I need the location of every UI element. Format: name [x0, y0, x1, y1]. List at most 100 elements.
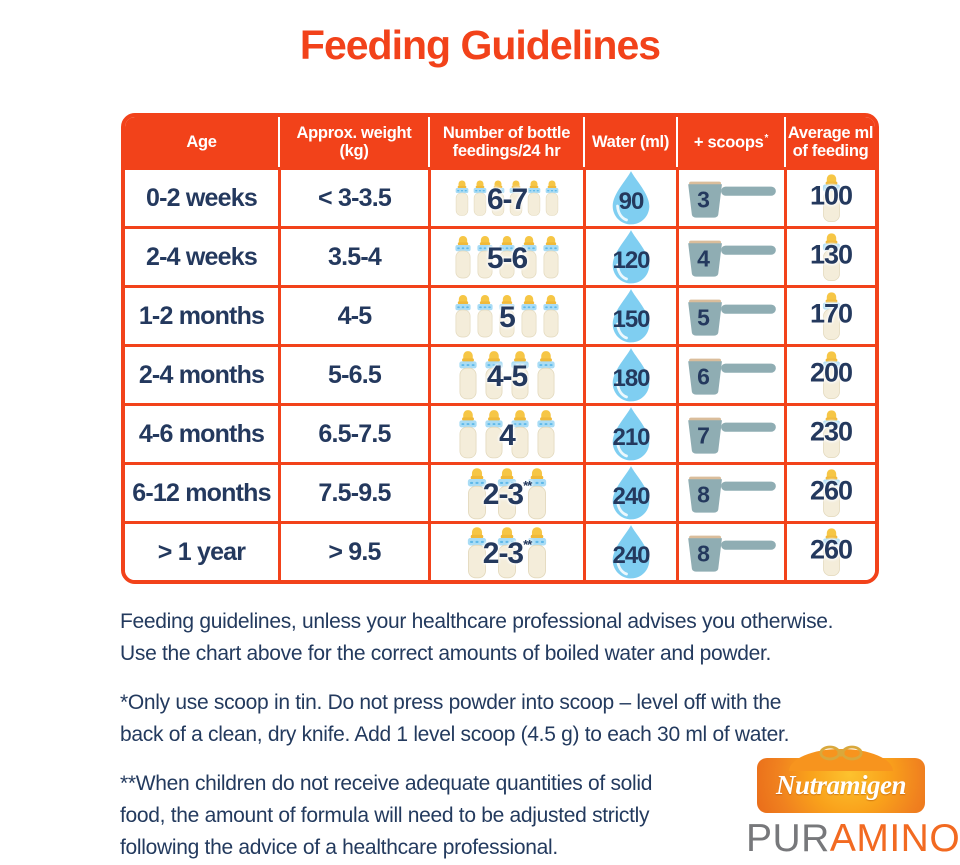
weight-value: < 3-3.5 — [318, 183, 392, 212]
scoops-value: 7 — [697, 422, 710, 449]
age-cell: 6-12 months — [125, 465, 278, 521]
scoops-value: 8 — [697, 481, 710, 508]
water-cell: 180 — [583, 347, 676, 403]
weight-cell: 5-6.5 — [278, 347, 428, 403]
age-value: 0-2 weeks — [146, 183, 258, 212]
brand-section: Nutramigen PURAMINO® — [746, 745, 960, 861]
weight-cell: 6.5-7.5 — [278, 406, 428, 462]
water-value: 90 — [618, 188, 645, 216]
logo-hump — [789, 749, 893, 771]
weight-value: 6.5-7.5 — [318, 419, 391, 448]
age-cell: 2-4 weeks — [125, 229, 278, 285]
scoops-cell: 8 — [676, 465, 784, 521]
nutramigen-logo: Nutramigen — [757, 745, 925, 813]
water-value: 150 — [612, 306, 650, 334]
bottle-icon — [532, 350, 560, 400]
table-row: 0-2 weeks < 3-3.5 6-7 90 3 — [125, 167, 875, 226]
water-cell: 210 — [583, 406, 676, 462]
water-cell: 240 — [583, 524, 676, 580]
bottle-icon — [454, 350, 482, 400]
nutramigen-wordmark: Nutramigen — [775, 770, 907, 800]
puramino-wordmark: PURAMINO® — [746, 817, 960, 860]
bottle-icon — [451, 293, 475, 339]
scoops-cell: 7 — [676, 406, 784, 462]
feedings-count: 4 — [499, 419, 516, 453]
table-row: > 1 year > 9.5 2-3** 240 8 — [125, 521, 875, 580]
average-value: 260 — [809, 475, 853, 506]
age-value: 1-2 months — [138, 301, 265, 330]
feedings-count: 4-5 — [486, 360, 528, 394]
note-general: Feeding guidelines, unless your healthca… — [120, 610, 834, 665]
feedings-cell: 4-5 — [428, 347, 583, 403]
average-cell: 260 — [784, 465, 875, 521]
bottle-icon — [539, 293, 563, 339]
scoops-cell: 4 — [676, 229, 784, 285]
age-value: 2-4 weeks — [146, 242, 258, 271]
age-value: 6-12 months — [132, 478, 271, 507]
water-value: 240 — [612, 542, 650, 570]
table-row: 6-12 months 7.5-9.5 2-3** 240 8 — [125, 462, 875, 521]
water-cell: 240 — [583, 465, 676, 521]
water-value: 120 — [612, 247, 650, 275]
feedings-cell: 6-7 — [428, 170, 583, 226]
scoops-cell: 5 — [676, 288, 784, 344]
weight-cell: 4-5 — [278, 288, 428, 344]
age-cell: 0-2 weeks — [125, 170, 278, 226]
weight-value: 4-5 — [337, 301, 373, 330]
feedings-count: 5-6 — [486, 242, 528, 276]
feedings-count: 2-3** — [482, 478, 533, 512]
note-scoop: *Only use scoop in tin. Do not press pow… — [120, 691, 790, 746]
scoops-cell: 8 — [676, 524, 784, 580]
scoops-value: 4 — [697, 245, 710, 272]
average-cell: 170 — [784, 288, 875, 344]
col-header-weight: Approx. weight (kg) — [278, 117, 428, 167]
age-cell: 2-4 months — [125, 347, 278, 403]
col-header-average: Average ml of feeding — [784, 117, 875, 167]
average-cell: 200 — [784, 347, 875, 403]
average-cell: 260 — [784, 524, 875, 580]
bottle-icon — [454, 409, 482, 459]
table-row: 2-4 months 5-6.5 4-5 180 6 — [125, 344, 875, 403]
weight-cell: 3.5-4 — [278, 229, 428, 285]
average-value: 130 — [809, 239, 853, 270]
water-cell: 120 — [583, 229, 676, 285]
average-value: 100 — [809, 180, 853, 211]
average-value: 230 — [809, 416, 853, 447]
scoops-cell: 3 — [676, 170, 784, 226]
note-solid-food: **When children do not receive adequate … — [120, 772, 653, 859]
weight-value: > 9.5 — [328, 537, 381, 566]
scoops-value: 3 — [697, 186, 710, 213]
weight-cell: > 9.5 — [278, 524, 428, 580]
average-value: 200 — [809, 357, 853, 388]
age-cell: 4-6 months — [125, 406, 278, 462]
age-value: 4-6 months — [138, 419, 265, 448]
col-header-scoops: + scoops* — [676, 117, 784, 167]
feedings-cell: 5 — [428, 288, 583, 344]
col-header-water: Water (ml) — [583, 117, 676, 167]
average-value: 260 — [809, 534, 853, 565]
average-cell: 230 — [784, 406, 875, 462]
bottle-icon — [473, 293, 497, 339]
water-value: 240 — [612, 483, 650, 511]
table-body: 0-2 weeks < 3-3.5 6-7 90 3 — [125, 167, 875, 580]
weight-cell: < 3-3.5 — [278, 170, 428, 226]
scoops-value: 8 — [697, 540, 710, 567]
water-value: 180 — [612, 365, 650, 393]
bottle-icon — [517, 293, 541, 339]
bottle-icon — [452, 177, 472, 219]
age-cell: 1-2 months — [125, 288, 278, 344]
table-row: 1-2 months 4-5 5 150 5 — [125, 285, 875, 344]
average-cell: 100 — [784, 170, 875, 226]
age-value: 2-4 months — [138, 360, 265, 389]
feedings-count: 5 — [499, 301, 516, 335]
feeding-table: Age Approx. weight (kg) Number of bottle… — [121, 113, 879, 584]
page-title: Feeding Guidelines — [299, 22, 661, 68]
water-cell: 90 — [583, 170, 676, 226]
feedings-cell: 5-6 — [428, 229, 583, 285]
water-cell: 150 — [583, 288, 676, 344]
weight-value: 3.5-4 — [328, 242, 382, 271]
water-value: 210 — [612, 424, 650, 452]
bottle-icon — [532, 409, 560, 459]
scoops-cell: 6 — [676, 347, 784, 403]
average-cell: 130 — [784, 229, 875, 285]
